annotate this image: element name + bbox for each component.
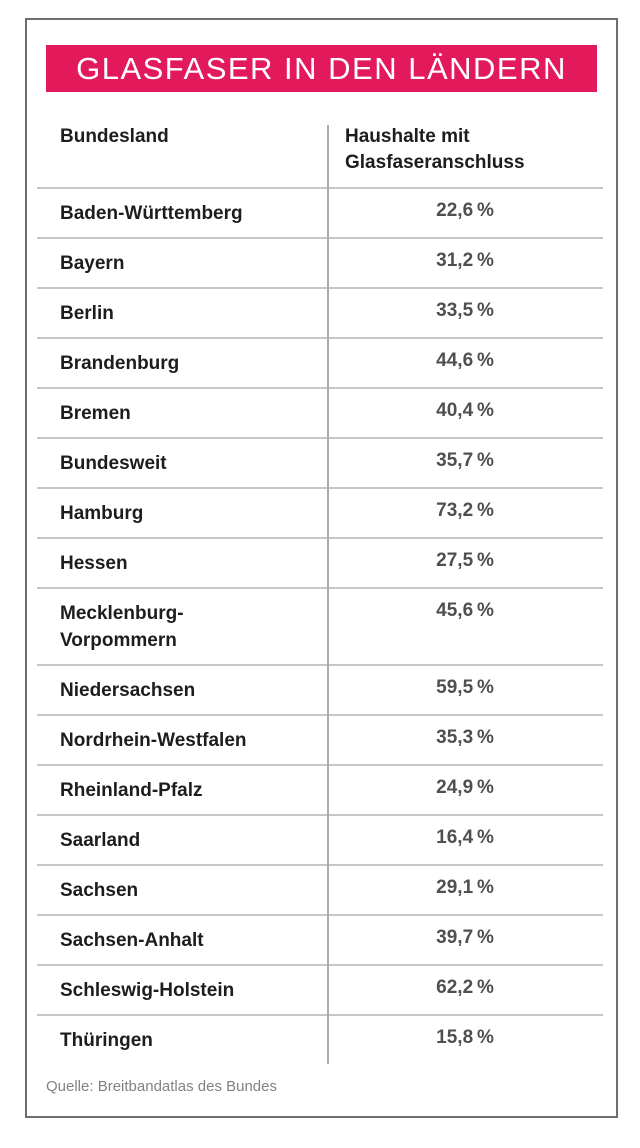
table-row: Thüringen 15,8 % <box>37 1014 603 1064</box>
table-row: Bremen 40,4 % <box>37 387 603 437</box>
value-cell: 59,5 % <box>436 677 494 698</box>
state-cell: Saarland <box>60 830 141 851</box>
value-cell: 45,6 % <box>436 600 494 621</box>
column-header-value: Haushalte mit Glasfaseranschluss <box>345 126 525 173</box>
column-header-state: Bundesland <box>60 126 169 147</box>
state-cell: Niedersachsen <box>60 680 196 701</box>
table-header-row: Bundesland Haushalte mit Glasfaseranschl… <box>37 92 603 187</box>
page-title: GLASFASER IN DEN LÄNDERN <box>76 50 567 86</box>
value-cell: 15,8 % <box>436 1027 494 1048</box>
column-divider <box>327 125 329 1064</box>
value-cell: 16,4 % <box>436 827 494 848</box>
state-cell: Sachsen-Anhalt <box>60 930 204 951</box>
table-row: Hamburg 73,2 % <box>37 487 603 537</box>
table-row: Sachsen-Anhalt 39,7 % <box>37 914 603 964</box>
table-row: Berlin 33,5 % <box>37 287 603 337</box>
value-cell: 73,2 % <box>436 500 494 521</box>
state-cell: Rheinland-Pfalz <box>60 780 203 801</box>
state-cell: Bayern <box>60 253 125 274</box>
value-cell: 29,1 % <box>436 877 494 898</box>
value-cell: 27,5 % <box>436 550 494 571</box>
table-row: Mecklenburg- Vorpommern 45,6 % <box>37 587 603 664</box>
table-row: Saarland 16,4 % <box>37 814 603 864</box>
state-cell: Sachsen <box>60 880 139 901</box>
table-row: Bundesweit 35,7 % <box>37 437 603 487</box>
value-cell: 24,9 % <box>436 777 494 798</box>
state-cell: Nordrhein-Westfalen <box>60 730 247 751</box>
state-cell: Brandenburg <box>60 353 180 374</box>
table-row: Baden-Württemberg 22,6 % <box>37 187 603 237</box>
data-table: Bundesland Haushalte mit Glasfaseranschl… <box>37 92 603 1064</box>
state-cell: Bundesweit <box>60 453 167 474</box>
value-cell: 35,7 % <box>436 450 494 471</box>
table-row: Sachsen 29,1 % <box>37 864 603 914</box>
value-cell: 31,2 % <box>436 250 494 271</box>
source-note: Quelle: Breitbandatlas des Bundes <box>46 1078 277 1095</box>
state-cell: Hessen <box>60 553 128 574</box>
table-row: Niedersachsen 59,5 % <box>37 664 603 714</box>
state-cell: Berlin <box>60 303 114 324</box>
table-row: Schleswig-Holstein 62,2 % <box>37 964 603 1014</box>
state-cell: Bremen <box>60 403 131 424</box>
table-row: Bayern 31,2 % <box>37 237 603 287</box>
state-cell: Baden-Württemberg <box>60 203 243 224</box>
state-cell: Mecklenburg- Vorpommern <box>60 603 184 651</box>
table-body: Baden-Württemberg 22,6 % Bayern 31,2 % B… <box>37 187 603 1064</box>
value-cell: 44,6 % <box>436 350 494 371</box>
state-cell: Hamburg <box>60 503 144 524</box>
value-cell: 22,6 % <box>436 200 494 221</box>
table-row: Rheinland-Pfalz 24,9 % <box>37 764 603 814</box>
value-cell: 35,3 % <box>436 727 494 748</box>
table-row: Brandenburg 44,6 % <box>37 337 603 387</box>
value-cell: 39,7 % <box>436 927 494 948</box>
state-cell: Thüringen <box>60 1030 153 1051</box>
table-row: Nordrhein-Westfalen 35,3 % <box>37 714 603 764</box>
title-banner: GLASFASER IN DEN LÄNDERN <box>46 45 597 92</box>
value-cell: 62,2 % <box>436 977 494 998</box>
state-cell: Schleswig-Holstein <box>60 980 235 1001</box>
value-cell: 33,5 % <box>436 300 494 321</box>
table-row: Hessen 27,5 % <box>37 537 603 587</box>
value-cell: 40,4 % <box>436 400 494 421</box>
infographic-card: GLASFASER IN DEN LÄNDERN Bundesland Haus… <box>25 18 618 1118</box>
